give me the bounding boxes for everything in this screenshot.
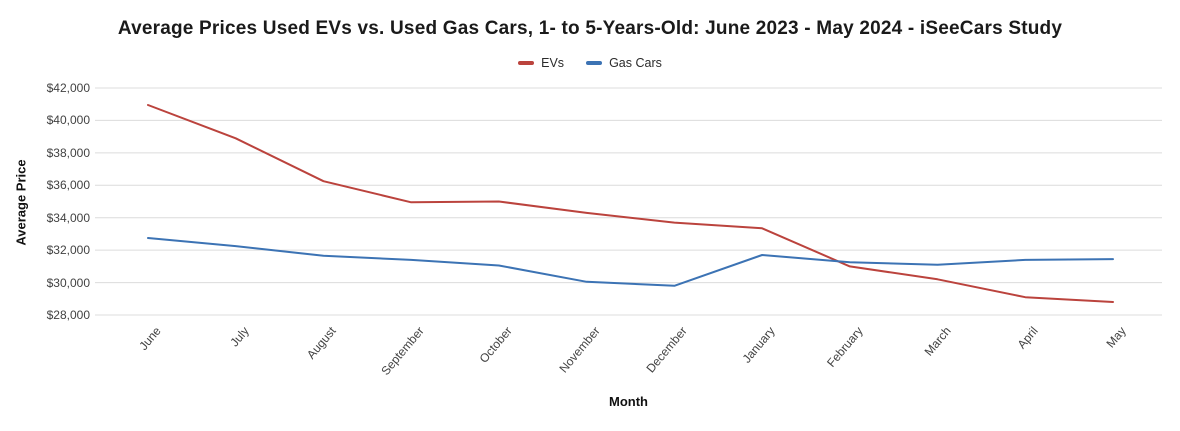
y-tick-label: $34,000 — [46, 210, 90, 225]
y-tick-label: $36,000 — [46, 178, 90, 193]
y-tick-label: $28,000 — [46, 308, 90, 322]
y-tick-label: $38,000 — [46, 145, 90, 160]
legend: EVs Gas Cars — [0, 55, 1180, 71]
legend-label: EVs — [541, 56, 565, 70]
legend-item-gas-cars: Gas Cars — [586, 56, 662, 70]
series-line-evs — [147, 104, 1114, 303]
y-tick-label: $40,000 — [46, 113, 90, 128]
y-tick-label: $42,000 — [46, 81, 90, 95]
legend-label: Gas Cars — [609, 56, 662, 70]
y-tick-label: $32,000 — [46, 243, 90, 258]
x-axis-title: Month — [609, 394, 648, 409]
y-axis-title: Average Price — [13, 159, 29, 246]
legend-swatch — [586, 61, 603, 65]
series-line-gas-cars — [147, 237, 1114, 287]
y-tick-label: $30,000 — [46, 275, 90, 290]
legend-item-evs: EVs — [518, 56, 564, 70]
legend-swatch — [518, 61, 535, 65]
chart-title: Average Prices Used EVs vs. Used Gas Car… — [117, 18, 1063, 39]
